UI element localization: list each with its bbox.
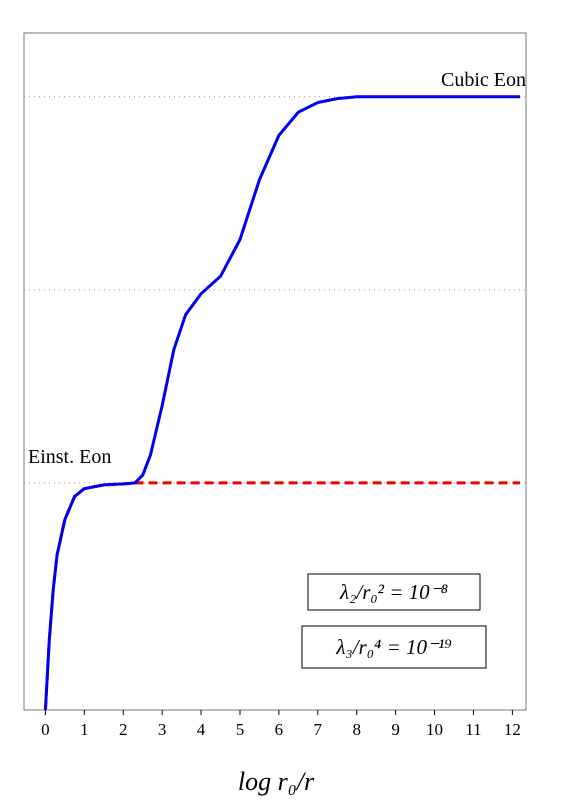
x-tick-label: 4 — [197, 720, 206, 739]
x-tick-label: 0 — [41, 720, 50, 739]
x-axis-label: log r₀/r — [238, 767, 315, 796]
x-tick-label: 6 — [275, 720, 284, 739]
series-label: Cubic Eon — [441, 69, 526, 91]
x-tick-label: 9 — [391, 720, 400, 739]
x-tick-label: 5 — [236, 720, 245, 739]
x-tick-label: 10 — [426, 720, 443, 739]
annotation: λ₂/r₀² = 10⁻⁸ — [339, 580, 448, 604]
x-tick-label: 11 — [465, 720, 481, 739]
x-tick-label: 2 — [119, 720, 128, 739]
series-label: Einst. Eon — [28, 446, 111, 468]
annotation: λ₃/r₀⁴ = 10⁻¹⁹ — [335, 635, 451, 659]
x-tick-label: 12 — [504, 720, 521, 739]
line-series — [43, 95, 521, 711]
x-tick-label: 7 — [314, 720, 323, 739]
x-tick-label: 1 — [80, 720, 89, 739]
annotation-box — [307, 573, 481, 611]
plot-frame — [23, 32, 527, 711]
x-tick-label: 8 — [352, 720, 361, 739]
x-tick-label: 3 — [158, 720, 167, 739]
annotation-box — [301, 625, 487, 669]
